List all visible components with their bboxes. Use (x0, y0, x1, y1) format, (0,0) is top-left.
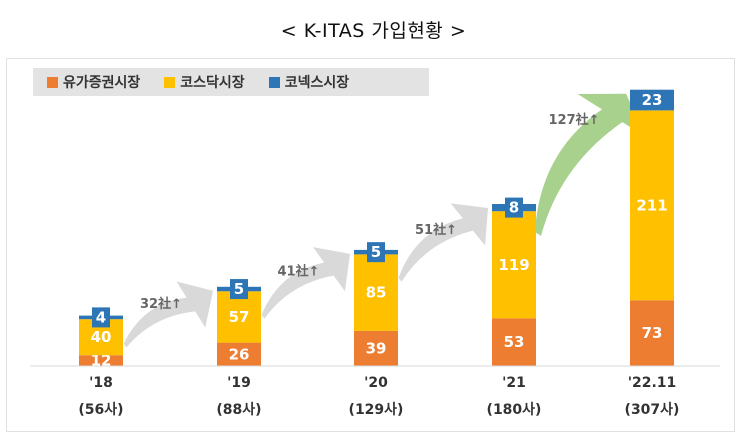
data-label-kospi-4: 73 (642, 324, 663, 342)
bar-kosdaq-3 (492, 211, 536, 319)
data-label-kospi-3: 53 (504, 333, 525, 351)
legend-label-kospi: 유가증권시장 (63, 75, 141, 91)
legend-item-kospi: 유가증권시장 (47, 72, 140, 92)
data-label-kosdaq-0: 40 (91, 328, 112, 346)
data-label-konex-2: 5 (371, 243, 381, 261)
konex-label-box-3 (505, 197, 523, 218)
data-label-konex-0: 4 (96, 308, 106, 326)
data-label-kosdaq-3: 119 (498, 256, 529, 274)
konex-label-box-1 (230, 279, 248, 300)
bar-kosdaq-2 (354, 254, 398, 331)
chart-title: < K-ITAS 가입현황 > (280, 20, 467, 42)
growth-label-3: 127社↑ (548, 112, 599, 128)
x-tick-label-3: '21 (502, 375, 526, 391)
bar-kospi-2 (354, 330, 398, 366)
data-label-konex-1: 5 (234, 280, 244, 298)
bar-kospi-4 (630, 300, 674, 366)
bar-kosdaq-1 (217, 291, 261, 343)
legend-label-konex: 코넥스시장 (284, 75, 350, 91)
legend-swatch-kosdaq (164, 76, 176, 88)
bar-kosdaq-4 (630, 110, 674, 301)
growth-arrow-3 (534, 93, 647, 236)
x-tick-label-0: '18 (89, 375, 113, 391)
x-count-label-0: (56사) (78, 402, 123, 418)
growth-arrow-2 (398, 203, 488, 282)
growth-arrows (123, 93, 647, 348)
bar-kospi-3 (492, 318, 536, 366)
legend: 유가증권시장 코스닥시장 코넥스시장 (33, 68, 429, 96)
konex-label-box-2 (367, 242, 385, 263)
growth-arrow-0 (123, 281, 213, 348)
x-count-label-2: (129사) (349, 402, 404, 418)
konex-label-box-0 (92, 307, 110, 328)
x-tick-label-4: '22.11 (628, 375, 677, 391)
data-label-kosdaq-2: 85 (366, 284, 387, 302)
data-label-kospi-2: 39 (366, 339, 387, 357)
data-label-kosdaq-1: 57 (229, 308, 250, 326)
x-count-label-3: (180사) (487, 402, 542, 418)
x-count-label-4: (307사) (625, 402, 680, 418)
x-tick-label-1: '19 (227, 375, 251, 391)
legend-item-konex: 코넥스시장 (268, 72, 350, 92)
legend-item-kosdaq: 코스닥시장 (164, 72, 245, 92)
growth-label-1: 41社↑ (278, 263, 320, 279)
bar-kospi-1 (217, 342, 261, 366)
legend-swatch-kospi (47, 76, 58, 88)
growth-label-2: 51社↑ (415, 222, 457, 238)
data-label-kospi-1: 26 (229, 345, 250, 363)
bar-konex-4 (630, 89, 674, 111)
legend-label-kosdaq: 코스닥시장 (180, 75, 245, 91)
growth-label-0: 32社↑ (140, 296, 182, 312)
x-tick-label-2: '20 (364, 375, 388, 391)
growth-arrow-1 (261, 247, 350, 319)
data-label-konex-3: 8 (509, 199, 519, 217)
data-label-kospi-0: 12 (91, 352, 112, 370)
x-count-label-1: (88사) (216, 402, 261, 418)
legend-swatch-konex (268, 76, 280, 88)
data-label-konex-4: 23 (642, 91, 663, 109)
bar-kospi-0 (79, 355, 123, 366)
data-label-kosdaq-4: 211 (636, 196, 667, 214)
